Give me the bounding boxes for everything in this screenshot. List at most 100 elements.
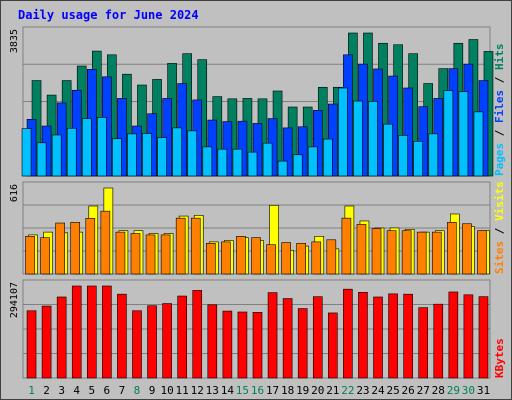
bar-kbytes-day-19 [297,308,308,379]
panel-3: 294107 KBytes [9,279,506,379]
bar-kbytes-day-11 [177,295,187,379]
chart-title: Daily usage for June 2024 [18,8,199,22]
bar-kbytes-day-17 [267,292,278,379]
bar-pages-day-16 [247,151,258,177]
legend-hits: Hits [493,44,506,71]
bar-sites-day-22 [341,217,352,275]
chart-panels: 3835 Pages / Files / Hits 616 Sites / Visit… [9,26,506,379]
bar-kbytes-day-8 [132,310,142,379]
bar-kbytes-day-22 [343,288,353,379]
bar-pages-day-30 [458,91,469,177]
bar-kbytes-day-1 [26,310,37,379]
bar-sites-day-23 [356,224,367,275]
bar-pages-day-23 [353,100,363,177]
day-label-24: 24 [371,384,385,397]
day-label-10: 10 [160,384,173,397]
bar-sites-day-6 [100,210,111,275]
bar-sites-day-2 [40,237,50,275]
bar-files-day-7 [117,98,127,177]
bar-pages-day-10 [157,137,167,177]
bar-sites-day-13 [206,242,216,275]
bar-sites-day-16 [251,237,261,275]
bar-kbytes-day-4 [71,285,82,379]
day-label-5: 5 [88,384,95,397]
day-label-7: 7 [119,384,126,397]
bar-sites-day-24 [371,228,382,275]
bar-kbytes-day-29 [448,291,459,379]
bar-pages-day-3 [51,134,62,177]
bar-pages-day-21 [323,138,333,177]
day-label-13: 13 [206,384,219,397]
legend-files: Files [493,90,506,123]
bar-kbytes-day-23 [358,291,368,379]
bar-pages-day-13 [202,146,213,177]
panel-2: 616 Sites / Visits [9,181,506,275]
legend-sites: Sites [493,241,506,274]
bar-kbytes-day-16 [252,312,263,379]
day-label-1: 1 [28,384,35,397]
bar-pages-day-1 [21,128,32,177]
day-label-2: 2 [43,384,50,397]
bar-sites-day-17 [266,244,276,275]
bar-kbytes-day-9 [147,305,157,379]
bar-pages-day-4 [66,127,77,177]
bar-sites-day-21 [326,239,337,275]
bar-kbytes-day-27 [418,307,429,379]
bar-pages-day-8 [127,133,137,177]
day-label-8: 8 [134,384,141,397]
day-label-27: 27 [417,384,430,397]
bar-pages-day-5 [81,118,92,177]
series-legend: Sites / Visits [493,181,506,274]
bar-sites-day-26 [401,230,412,275]
bar-sites-day-11 [175,217,186,275]
bar-sites-day-25 [386,230,397,275]
bar-sites-day-9 [145,234,156,275]
day-label-23: 23 [356,384,369,397]
day-label-28: 28 [432,384,445,397]
bar-kbytes-day-10 [162,303,172,379]
bar-sites-day-19 [296,242,306,275]
bar-sites-day-5 [85,217,96,275]
day-label-9: 9 [149,384,156,397]
legend-separator: / [493,123,506,143]
day-label-20: 20 [311,384,324,397]
bar-sites-day-4 [70,222,81,275]
bar-pages-day-14 [217,148,228,177]
day-label-12: 12 [191,384,204,397]
legend-visits: Visits [493,181,506,221]
bar-kbytes-day-5 [86,285,97,379]
bar-pages-day-22 [338,87,348,177]
bar-files-day-20 [312,110,323,177]
bar-sites-day-8 [130,233,141,275]
bar-sites-day-28 [431,231,442,275]
bar-files-day-26 [403,87,413,177]
bar-sites-day-12 [190,217,201,275]
bar-pages-day-19 [292,154,303,177]
day-label-15: 15 [236,384,249,397]
bar-pages-day-28 [428,133,439,177]
bar-sites-day-10 [160,234,171,275]
day-label-26: 26 [402,384,415,397]
bar-pages-day-6 [97,117,107,177]
bar-pages-day-7 [112,138,122,177]
bar-sites-day-7 [115,231,126,275]
bar-kbytes-day-15 [237,311,248,379]
bar-kbytes-day-13 [207,304,218,379]
bar-kbytes-day-18 [282,298,293,379]
y-max-label: 3835 [9,29,20,53]
bar-pages-day-12 [187,130,198,177]
bar-pages-day-20 [307,146,318,177]
day-label-30: 30 [462,384,475,397]
bar-sites-day-31 [477,230,487,275]
bar-sites-day-20 [311,241,322,275]
day-label-19: 19 [296,384,309,397]
day-label-17: 17 [266,384,279,397]
bar-sites-day-3 [55,222,65,275]
bar-sites-day-1 [25,236,35,275]
bar-kbytes-day-12 [192,290,203,379]
bar-pages-day-24 [368,101,378,177]
bar-files-day-19 [297,126,308,177]
bar-pages-day-2 [36,142,47,177]
day-label-22: 22 [341,384,354,397]
